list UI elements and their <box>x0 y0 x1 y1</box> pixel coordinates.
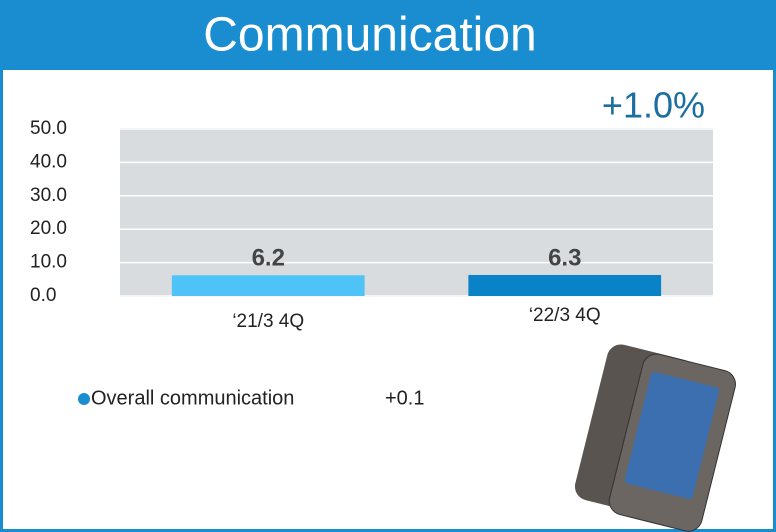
x-tick-label: ‘22/3 4Q <box>529 305 601 326</box>
bar <box>468 274 662 296</box>
annotation: +1.0% <box>602 85 705 126</box>
bar <box>171 275 365 296</box>
y-tick-label: 20.0 <box>30 218 67 239</box>
header-band <box>0 0 776 70</box>
note-text: Overall communication <box>91 387 294 409</box>
y-tick-label: 30.0 <box>30 185 67 206</box>
value-label: 6.3 <box>548 244 581 271</box>
y-tick-label: 10.0 <box>30 252 67 273</box>
bullet <box>78 393 90 405</box>
phone-screen <box>624 372 719 499</box>
y-tick-label: 40.0 <box>30 151 67 172</box>
value-label: 6.2 <box>252 245 285 272</box>
phone-illustration <box>574 344 736 532</box>
y-tick-label: 0.0 <box>30 285 56 306</box>
x-tick-label: ‘21/3 4Q <box>232 311 304 332</box>
plot-area <box>120 128 713 297</box>
chart-title: Communication <box>203 9 536 62</box>
note-value: +0.1 <box>385 387 424 409</box>
y-tick-label: 50.0 <box>30 118 67 139</box>
